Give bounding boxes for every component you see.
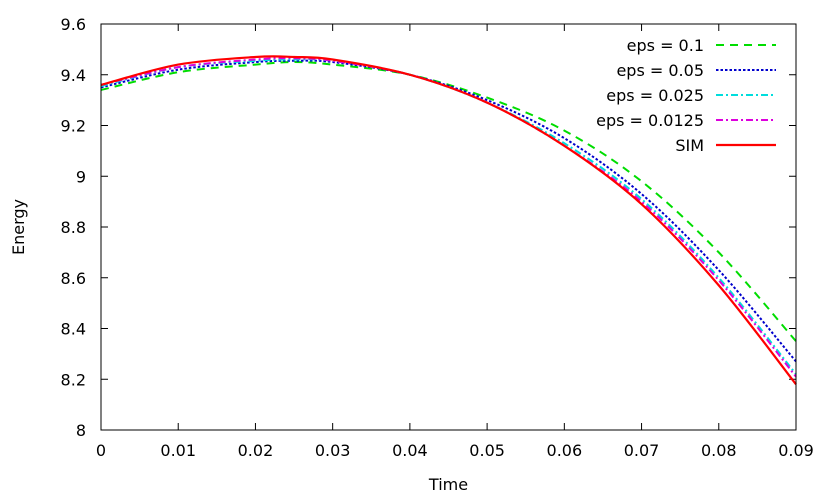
y-tick-label: 8.6 xyxy=(61,269,86,288)
y-tick-label: 9.2 xyxy=(61,117,86,136)
y-tick-label: 8.4 xyxy=(61,320,86,339)
series-group xyxy=(100,55,797,386)
legend-label-2: eps = 0.025 xyxy=(606,86,704,105)
legend-label-3: eps = 0.0125 xyxy=(596,111,704,130)
y-tick-label: 8.8 xyxy=(61,218,86,237)
x-tick-label: 0.05 xyxy=(469,441,505,460)
legend: eps = 0.1 eps = 0.05 eps = 0.025 eps = 0.01… xyxy=(596,36,776,155)
legend-label-4: SIM xyxy=(675,136,704,155)
plot-frame xyxy=(100,23,797,431)
x-tick-label: 0.09 xyxy=(778,441,814,460)
series-line-4 xyxy=(100,55,797,386)
x-tick-label: 0.06 xyxy=(547,441,583,460)
x-tick-label: 0.07 xyxy=(624,441,660,460)
legend-label-1: eps = 0.05 xyxy=(616,61,704,80)
x-tick-label: 0.08 xyxy=(701,441,737,460)
y-tick-label: 8 xyxy=(76,421,86,440)
x-tick-label: 0.04 xyxy=(392,441,428,460)
y-tick-label: 9.6 xyxy=(61,15,86,34)
y-tick-label: 9.4 xyxy=(61,66,86,85)
x-axis-label: Time xyxy=(428,475,468,494)
y-tick-label: 9 xyxy=(76,167,86,186)
legend-label-0: eps = 0.1 xyxy=(627,36,704,55)
series-line-1 xyxy=(100,59,797,363)
x-tick-label: 0.01 xyxy=(160,441,196,460)
x-tick-label: 0 xyxy=(96,441,106,460)
x-tick-label: 0.03 xyxy=(315,441,351,460)
y-tick-label: 8.2 xyxy=(61,370,86,389)
tick-labels: 0 0.01 0.02 0.03 0.04 0.05 0.06 0.07 0.08 0.09 8 8.… xyxy=(61,15,814,460)
y-axis-label: Energy xyxy=(9,199,28,255)
x-tick-label: 0.02 xyxy=(238,441,274,460)
